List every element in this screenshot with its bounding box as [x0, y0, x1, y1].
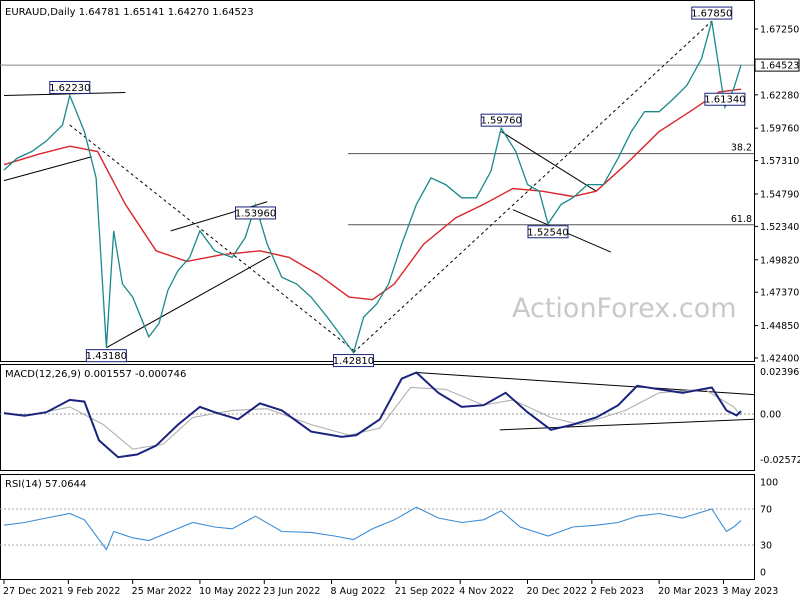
price-layer: 38.2 61.8 1.62230 1.43180 1.53960 1.42810 1.59…: [0, 6, 754, 368]
price-tick-label: 1.59760: [760, 124, 799, 135]
price-label-text: 1.43180: [86, 351, 127, 362]
price-label-1.61340: 1.61340: [704, 92, 746, 106]
macd-label: MACD(12,26,9) 0.001557 -0.000746: [5, 369, 186, 380]
price-label-1.53960: 1.53960: [235, 206, 277, 220]
macd-panel-frame: [0, 364, 755, 471]
price-label-1.43180: 1.43180: [85, 349, 127, 363]
current-price-box: [754, 58, 800, 72]
rsi-label: RSI(14) 57.0644: [5, 479, 86, 490]
macd-trend-lower: [499, 418, 755, 431]
fib-label-61.8: 61.8: [731, 214, 752, 225]
price-label-box: [691, 6, 733, 20]
trend-line-6: [500, 131, 597, 192]
x-tick-label: 20 Dec 2022: [527, 586, 588, 597]
price-label-box: [85, 349, 127, 363]
trend-line-2: [106, 255, 271, 349]
axis-layer: 1.67250 1.64523 1.62280 1.59760 1.57310 1.547…: [3, 25, 800, 598]
price-label-text: 1.59760: [481, 116, 522, 127]
x-tick-label: 3 May 2023: [722, 586, 778, 597]
rsi-tick-label: 30: [760, 541, 772, 552]
rsi-line: [3, 506, 742, 551]
trend-line-1: [3, 156, 92, 182]
price-label-box: [527, 225, 569, 239]
fib-label-38.2: 38.2: [731, 143, 752, 154]
x-tick-label: 2 Feb 2023: [591, 586, 644, 597]
price-label-box: [332, 354, 374, 368]
price-panel-frame: [0, 0, 755, 362]
x-tick-label: 8 Aug 2022: [331, 586, 386, 597]
price-tick-label: 1.57310: [760, 156, 799, 167]
price-label-text: 1.53960: [235, 208, 276, 219]
price-label-1.42810: 1.42810: [332, 354, 374, 368]
x-tick-label: 9 Feb 2022: [67, 586, 120, 597]
price-label-1.52540: 1.52540: [527, 225, 569, 239]
rsi-tick-label: 100: [760, 478, 778, 489]
trend-line-4: [69, 124, 357, 353]
macd-signal-line: [3, 386, 742, 450]
trend-line-0: [3, 92, 126, 96]
price-tick-label: 1.47370: [760, 288, 799, 299]
price-line: [3, 20, 742, 355]
x-tick-label: 23 Jun 2022: [263, 586, 320, 597]
price-tick-label: 1.52340: [760, 222, 799, 233]
x-tick-label: 10 May 2022: [199, 586, 261, 597]
price-label-1.67850: 1.67850: [691, 6, 733, 20]
price-tick-label: 1.49820: [760, 255, 799, 266]
price-tick-label: 1.44850: [760, 321, 799, 332]
price-tick-label: 1.62280: [760, 90, 799, 101]
watermark: ActionForex.com: [512, 293, 737, 324]
price-label-1.62230: 1.62230: [49, 80, 91, 94]
x-tick-label: 20 Mar 2023: [658, 586, 718, 597]
price-label-1.59760: 1.59760: [480, 113, 522, 127]
price-tick-label: 1.42400: [760, 354, 799, 365]
x-tick-label: 4 Nov 2022: [459, 586, 514, 597]
macd-tick-label: 0.00: [760, 409, 781, 420]
price-tick-label: 1.64523: [760, 61, 799, 72]
price-tick-label: 1.67250: [760, 25, 799, 36]
price-label-text: 1.67850: [691, 9, 732, 20]
x-tick-label: 21 Sep 2022: [395, 586, 455, 597]
price-label-box: [235, 206, 277, 220]
macd-tick-label: -0.025726: [760, 455, 800, 466]
price-label-text: 1.61340: [704, 95, 745, 106]
price-label-text: 1.62230: [49, 83, 90, 94]
chart-header: EURAUD,Daily 1.64781 1.65141 1.64270 1.6…: [5, 7, 254, 18]
price-label-box: [49, 80, 91, 94]
x-tick-label: 25 Mar 2022: [132, 586, 192, 597]
macd-line: [3, 371, 742, 459]
price-tick-label: 1.54790: [760, 189, 799, 200]
rsi-panel-frame: [0, 474, 755, 580]
x-tick-label: 27 Dec 2021: [3, 586, 64, 597]
macd-tick-label: 0.023963: [760, 367, 800, 378]
price-label-box: [704, 92, 746, 106]
macd-layer: [0, 371, 755, 459]
price-label-box: [480, 113, 522, 127]
price-label-text: 1.52540: [527, 227, 568, 238]
price-label-text: 1.42810: [333, 356, 374, 367]
moving-average-line: [3, 88, 742, 301]
rsi-tick-label: 70: [760, 505, 772, 516]
rsi-layer: [0, 506, 754, 551]
macd-trend-upper: [416, 372, 755, 396]
rsi-tick-label: 0: [760, 568, 766, 579]
